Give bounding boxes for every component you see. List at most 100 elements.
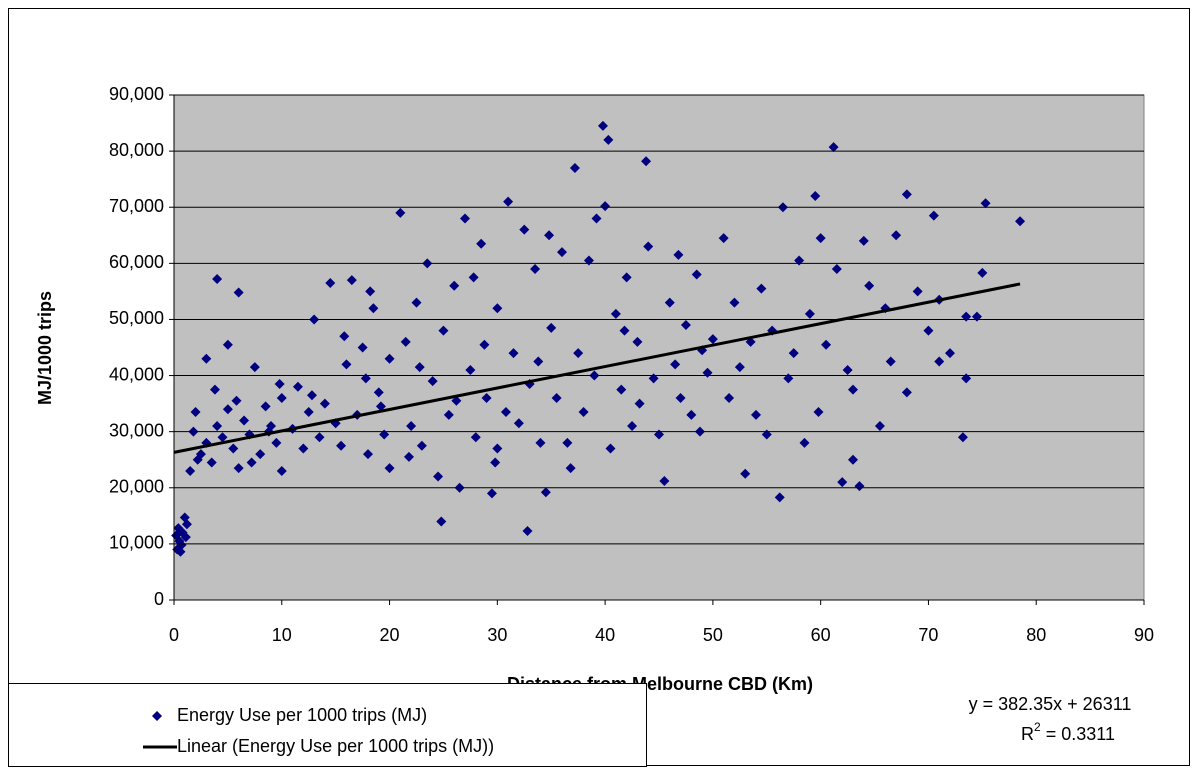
- y-tick-label: 30,000: [109, 420, 164, 440]
- point: [357, 342, 368, 353]
- point: [619, 325, 630, 336]
- point: [180, 532, 191, 543]
- point: [481, 393, 492, 403]
- point: [804, 308, 815, 319]
- y-tick-label: 20,000: [109, 477, 164, 497]
- point: [206, 457, 217, 468]
- point: [192, 454, 203, 465]
- point: [945, 348, 955, 359]
- point: [605, 443, 616, 454]
- x-tick-label: 80: [1026, 625, 1046, 645]
- point: [395, 207, 406, 218]
- point: [222, 404, 233, 415]
- point: [276, 393, 287, 403]
- point: [530, 263, 541, 274]
- point: [260, 401, 271, 412]
- point: [774, 492, 785, 503]
- point: [492, 443, 503, 454]
- point: [325, 277, 336, 288]
- point: [500, 407, 511, 418]
- point: [1015, 216, 1026, 227]
- point: [980, 198, 991, 209]
- point: [403, 451, 414, 462]
- point: [659, 476, 670, 487]
- point: [449, 280, 460, 291]
- point: [486, 488, 497, 499]
- y-tick-label: 50,000: [109, 308, 164, 328]
- point: [363, 449, 373, 460]
- point: [858, 235, 869, 246]
- point: [621, 272, 632, 283]
- point: [181, 519, 192, 530]
- point: [627, 421, 638, 432]
- point: [400, 336, 411, 347]
- point: [416, 440, 427, 451]
- point: [874, 421, 885, 432]
- point: [788, 348, 799, 359]
- r-squared: R2 = 0.3311: [1021, 720, 1115, 744]
- point: [513, 418, 524, 429]
- point: [222, 339, 233, 350]
- point: [490, 457, 501, 468]
- point: [854, 481, 865, 492]
- point: [438, 325, 449, 336]
- point: [934, 356, 945, 367]
- point: [212, 274, 223, 285]
- r-sup: 2: [1034, 720, 1041, 734]
- point: [957, 432, 968, 443]
- point: [470, 432, 481, 443]
- point: [578, 407, 589, 418]
- point: [436, 516, 447, 527]
- point: [298, 443, 309, 454]
- point: [740, 468, 751, 479]
- point: [175, 546, 186, 557]
- legend-marker: [152, 711, 162, 721]
- point: [813, 407, 824, 418]
- x-tick-label: 70: [918, 625, 938, 645]
- point: [427, 376, 438, 387]
- point: [810, 191, 821, 201]
- point: [365, 286, 376, 297]
- point: [217, 432, 228, 443]
- x-tick-label: 60: [811, 625, 831, 645]
- point: [479, 339, 490, 350]
- point: [831, 263, 842, 274]
- point: [912, 286, 923, 297]
- point: [724, 393, 735, 403]
- point: [632, 336, 643, 347]
- point: [634, 398, 645, 409]
- x-tick-label: 90: [1134, 625, 1154, 645]
- point: [443, 409, 454, 420]
- point: [751, 409, 761, 420]
- point: [734, 362, 745, 373]
- point: [641, 156, 652, 167]
- point: [600, 201, 611, 212]
- y-tick-label: 80,000: [109, 140, 164, 160]
- point: [691, 269, 702, 280]
- point: [557, 247, 567, 258]
- point: [233, 463, 244, 474]
- y-axis-title: MJ/1000 trips: [35, 291, 55, 405]
- point: [384, 353, 395, 364]
- point: [228, 443, 239, 454]
- point: [864, 280, 875, 291]
- x-tick-label: 40: [595, 625, 615, 645]
- point: [249, 362, 260, 373]
- point: [233, 287, 244, 298]
- point: [460, 213, 470, 224]
- point: [519, 224, 530, 235]
- point: [239, 415, 250, 426]
- point: [336, 440, 347, 451]
- point: [828, 142, 839, 153]
- point: [837, 477, 848, 488]
- point: [597, 120, 608, 131]
- y-tick-label: 10,000: [109, 533, 164, 553]
- point: [540, 487, 551, 498]
- point: [729, 297, 740, 308]
- point: [341, 359, 352, 370]
- point: [503, 196, 514, 207]
- point: [535, 437, 546, 448]
- point: [643, 241, 654, 252]
- point: [848, 384, 858, 395]
- point: [565, 463, 576, 474]
